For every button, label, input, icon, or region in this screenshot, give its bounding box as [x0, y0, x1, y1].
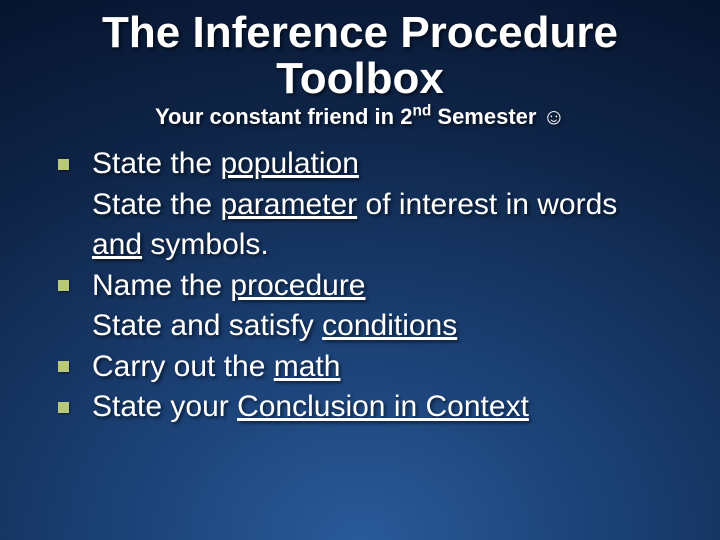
t: Name the — [92, 269, 230, 302]
bullet-col — [58, 185, 92, 225]
square-bullet-icon — [58, 280, 69, 291]
bullet-col — [58, 225, 92, 265]
list-item: State the parameter of interest in words — [58, 185, 690, 226]
list-item: State your Conclusion in Context — [58, 387, 690, 428]
t: State the — [92, 147, 220, 180]
square-bullet-icon — [58, 402, 69, 413]
subtitle-suffix: Semester ☺ — [431, 104, 565, 129]
t-u: math — [274, 350, 341, 383]
t: State the — [92, 188, 220, 221]
t: symbols. — [142, 228, 269, 261]
list-item: Carry out the math — [58, 347, 690, 388]
list-text: State the parameter of interest in words — [92, 185, 690, 226]
bullet-col — [58, 347, 92, 387]
t-u: and — [92, 228, 142, 261]
subtitle-prefix: Your constant friend in 2 — [155, 104, 413, 129]
slide: The Inference Procedure Toolbox Your con… — [0, 0, 720, 540]
title-line-2: Toolbox — [30, 56, 690, 102]
square-bullet-icon — [58, 361, 69, 372]
slide-title: The Inference Procedure Toolbox — [30, 10, 690, 102]
t-u: Conclusion in Context — [237, 390, 529, 423]
t-u: procedure — [230, 269, 365, 302]
t: State your — [92, 390, 237, 423]
square-bullet-icon — [58, 159, 69, 170]
t: State and satisfy — [92, 309, 322, 342]
title-line-1: The Inference Procedure — [30, 10, 690, 56]
list-text: State and satisfy conditions — [92, 306, 690, 347]
list-text: Carry out the math — [92, 347, 690, 388]
list-text: State your Conclusion in Context — [92, 387, 690, 428]
list-text: and symbols. — [92, 225, 690, 266]
content-list: State the population State the parameter… — [30, 144, 690, 428]
list-item: Name the procedure — [58, 266, 690, 307]
t: of interest in words — [357, 188, 617, 221]
t-u: population — [220, 147, 358, 180]
list-item: and symbols. — [58, 225, 690, 266]
list-item: State and satisfy conditions — [58, 306, 690, 347]
t-u: conditions — [322, 309, 457, 342]
bullet-col — [58, 266, 92, 306]
bullet-col — [58, 144, 92, 184]
list-item: State the population — [58, 144, 690, 185]
list-text: Name the procedure — [92, 266, 690, 307]
bullet-col — [58, 387, 92, 427]
t: Carry out the — [92, 350, 274, 383]
list-text: State the population — [92, 144, 690, 185]
subtitle-sup: nd — [412, 103, 431, 120]
slide-subtitle: Your constant friend in 2nd Semester ☺ — [30, 104, 690, 130]
bullet-col — [58, 306, 92, 346]
t-u: parameter — [220, 188, 357, 221]
